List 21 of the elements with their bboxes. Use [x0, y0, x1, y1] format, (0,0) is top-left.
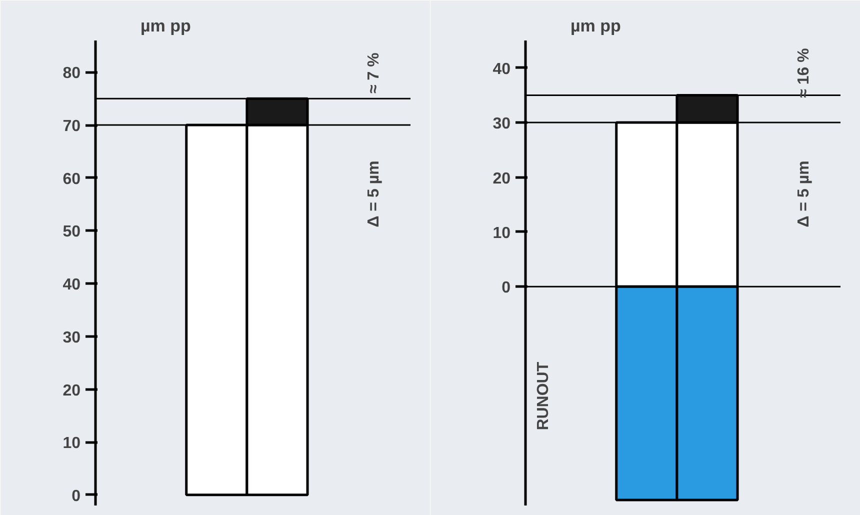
annotation: RUNOUT — [535, 362, 552, 430]
y-axis-title: µm pp — [570, 16, 621, 36]
annotation: Δ = 5 µm — [366, 160, 383, 228]
y-tick-label: 40 — [492, 60, 511, 78]
y-tick-label: 30 — [492, 116, 511, 133]
y-tick-label: 10 — [492, 224, 511, 242]
y-tick-label: 50 — [62, 224, 81, 241]
y-tick-label: 20 — [492, 170, 511, 188]
y-tick-label: 20 — [62, 382, 81, 400]
annotation: ≈ 16 % — [796, 48, 813, 98]
y-tick-label: 30 — [62, 329, 81, 346]
y-tick-label: 70 — [62, 118, 81, 136]
y-tick-label: 0 — [72, 488, 81, 505]
y-tick-label: 10 — [62, 435, 81, 452]
y-axis-title: µm pp — [140, 16, 191, 36]
y-tick-label: 80 — [62, 65, 81, 82]
annotation: ≈ 7 % — [366, 52, 383, 94]
y-tick-label: 0 — [502, 280, 511, 297]
annotation: Δ = 5 µm — [796, 160, 813, 228]
y-tick-label: 40 — [62, 276, 81, 294]
y-tick-label: 60 — [62, 170, 81, 188]
